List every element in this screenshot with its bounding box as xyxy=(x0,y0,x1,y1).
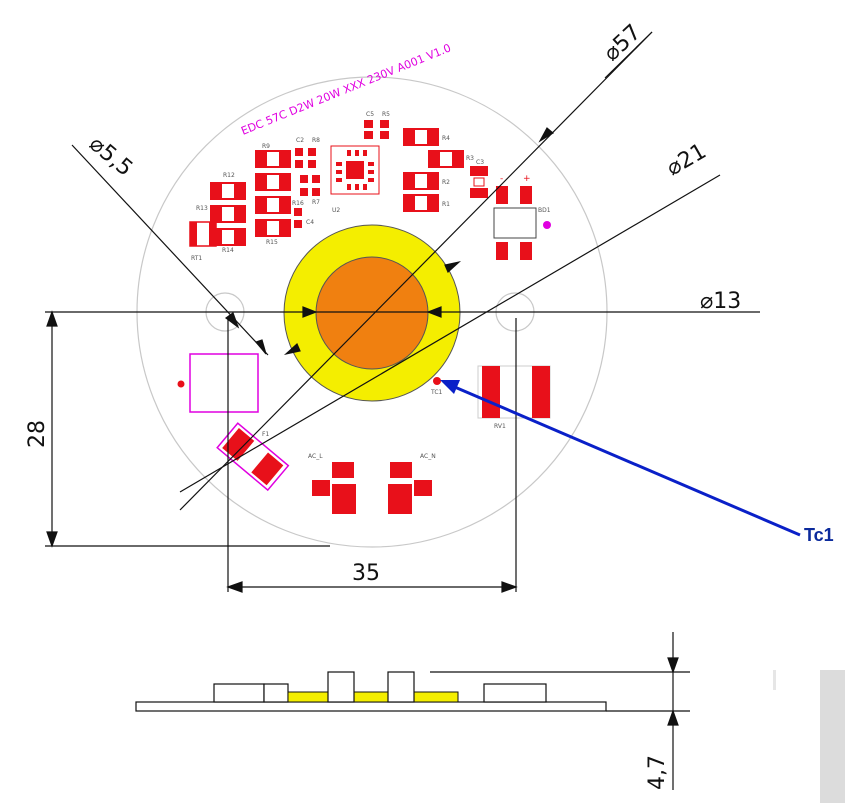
silk-r9: R9 xyxy=(262,143,270,150)
silk-ac-n: AC_N xyxy=(420,453,436,460)
dimension-lines xyxy=(45,31,760,593)
fuse-f1 xyxy=(216,422,290,492)
silk-u2: U2 xyxy=(332,207,340,214)
board-marking: EDC 57C D2W 20W XXX 230V A001 V1.0 xyxy=(239,41,453,137)
silk-r4: R4 xyxy=(442,135,450,142)
thickness-dimension xyxy=(430,632,690,790)
varistor-rv1 xyxy=(477,365,551,419)
silk-c5: C5 xyxy=(366,111,374,118)
component-outline-left xyxy=(189,353,259,413)
ic-u2 xyxy=(330,145,380,195)
silk-r13: R13 xyxy=(196,205,208,212)
silk-r14: R14 xyxy=(222,247,234,254)
silk-r7: R7 xyxy=(312,199,320,206)
bridge-bd1 xyxy=(493,186,551,260)
dim-d21: ⌀21 xyxy=(663,139,711,181)
silk-minus: - xyxy=(500,174,503,184)
silk-rt1: RT1 xyxy=(191,255,202,262)
silk-bd1: BD1 xyxy=(538,207,551,214)
silk-r12: R12 xyxy=(223,172,235,179)
ac-pads xyxy=(312,462,432,514)
dim-d57: ⌀57 xyxy=(599,20,646,66)
silk-r2: R2 xyxy=(442,179,450,186)
dim-thickness: 4,7 xyxy=(645,755,670,790)
silk-r1: R1 xyxy=(442,201,450,208)
silk-c2: C2 xyxy=(296,137,304,144)
silk-f1: F1 xyxy=(262,431,269,438)
dim-height: 28 xyxy=(25,420,50,448)
tc1-point xyxy=(433,377,441,385)
silk-tc1: TC1 xyxy=(430,389,443,396)
resistor-group-right xyxy=(403,128,488,212)
callout-label: Tc1 xyxy=(804,525,834,545)
dim-d13: ⌀13 xyxy=(700,289,741,314)
silk-r15: R15 xyxy=(266,239,278,246)
cap-c5 xyxy=(364,120,373,128)
res-r5 xyxy=(380,120,389,128)
silk-r3: R3 xyxy=(466,155,474,162)
silk-plus: + xyxy=(523,174,531,184)
watermark-fragment xyxy=(820,670,845,803)
callout-arrow-head xyxy=(440,380,460,394)
dim-width: 35 xyxy=(352,561,380,586)
silk-r8: R8 xyxy=(312,137,320,144)
silk-ac-l: AC_L xyxy=(308,453,323,460)
silk-rv1: RV1 xyxy=(494,423,506,430)
callout-arrow-line xyxy=(449,383,801,537)
resistor-group-left xyxy=(189,148,320,247)
silk-r16: R16 xyxy=(292,200,304,207)
led-emitter xyxy=(315,256,429,370)
silk-c4: C4 xyxy=(306,219,314,226)
silk-r5: R5 xyxy=(382,111,390,118)
side-view xyxy=(135,671,607,712)
dim-d5-5: ⌀5,5 xyxy=(84,131,137,181)
silk-c3: C3 xyxy=(476,159,484,166)
